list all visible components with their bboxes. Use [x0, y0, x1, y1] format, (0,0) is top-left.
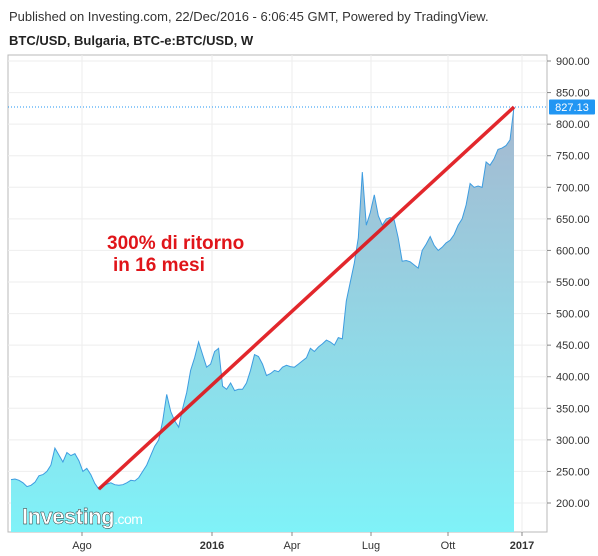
- x-tick-label: 2016: [200, 540, 224, 552]
- annotation-line-2: in 16 mesi: [113, 255, 205, 276]
- y-tick-label: 200.00: [556, 498, 590, 510]
- y-tick-label: 750.00: [556, 151, 590, 163]
- x-tick-label: Ago: [72, 540, 92, 552]
- y-tick-label: 400.00: [556, 372, 590, 384]
- y-tick-label: 650.00: [556, 214, 590, 226]
- symbol-title: BTC/USD, Bulgaria, BTC-e:BTC/USD, W: [9, 33, 254, 48]
- logo-suffix: .com: [114, 511, 142, 527]
- logo-brand: Investing: [22, 504, 114, 529]
- y-axis[interactable]: 200.00 250.00 300.00 350.00 400.00 450.00 500.…: [547, 56, 590, 510]
- x-tick-label: 2017: [510, 540, 534, 552]
- price-area: [11, 107, 514, 532]
- y-tick-label: 500.00: [556, 309, 590, 321]
- y-tick-label: 900.00: [556, 56, 590, 68]
- last-price-badge: 827.13: [549, 99, 595, 115]
- annotation-line-1: 300% di ritorno: [107, 233, 244, 254]
- y-tick-label: 700.00: [556, 182, 590, 194]
- x-tick-label: Lug: [362, 540, 380, 552]
- x-tick-label: Apr: [283, 540, 300, 552]
- y-tick-label: 800.00: [556, 119, 590, 131]
- y-tick-label: 250.00: [556, 466, 590, 478]
- x-tick-label: Ott: [441, 540, 456, 552]
- x-axis[interactable]: Ago 2016 Apr Lug Ott 2017: [72, 532, 534, 552]
- y-tick-label: 350.00: [556, 403, 590, 415]
- y-tick-label: 450.00: [556, 340, 590, 352]
- trend-line[interactable]: [97, 105, 516, 491]
- svg-text:Investing.com: Investing.com: [22, 504, 142, 529]
- y-tick-label: 600.00: [556, 245, 590, 257]
- y-tick-label: 850.00: [556, 88, 590, 100]
- last-price-label: 827.13: [555, 102, 589, 114]
- price-line: [10, 106, 515, 490]
- published-caption: Published on Investing.com, 22/Dec/2016 …: [9, 9, 489, 24]
- investing-logo: Investing.com: [22, 504, 143, 529]
- y-tick-label: 550.00: [556, 277, 590, 289]
- y-tick-label: 300.00: [556, 435, 590, 447]
